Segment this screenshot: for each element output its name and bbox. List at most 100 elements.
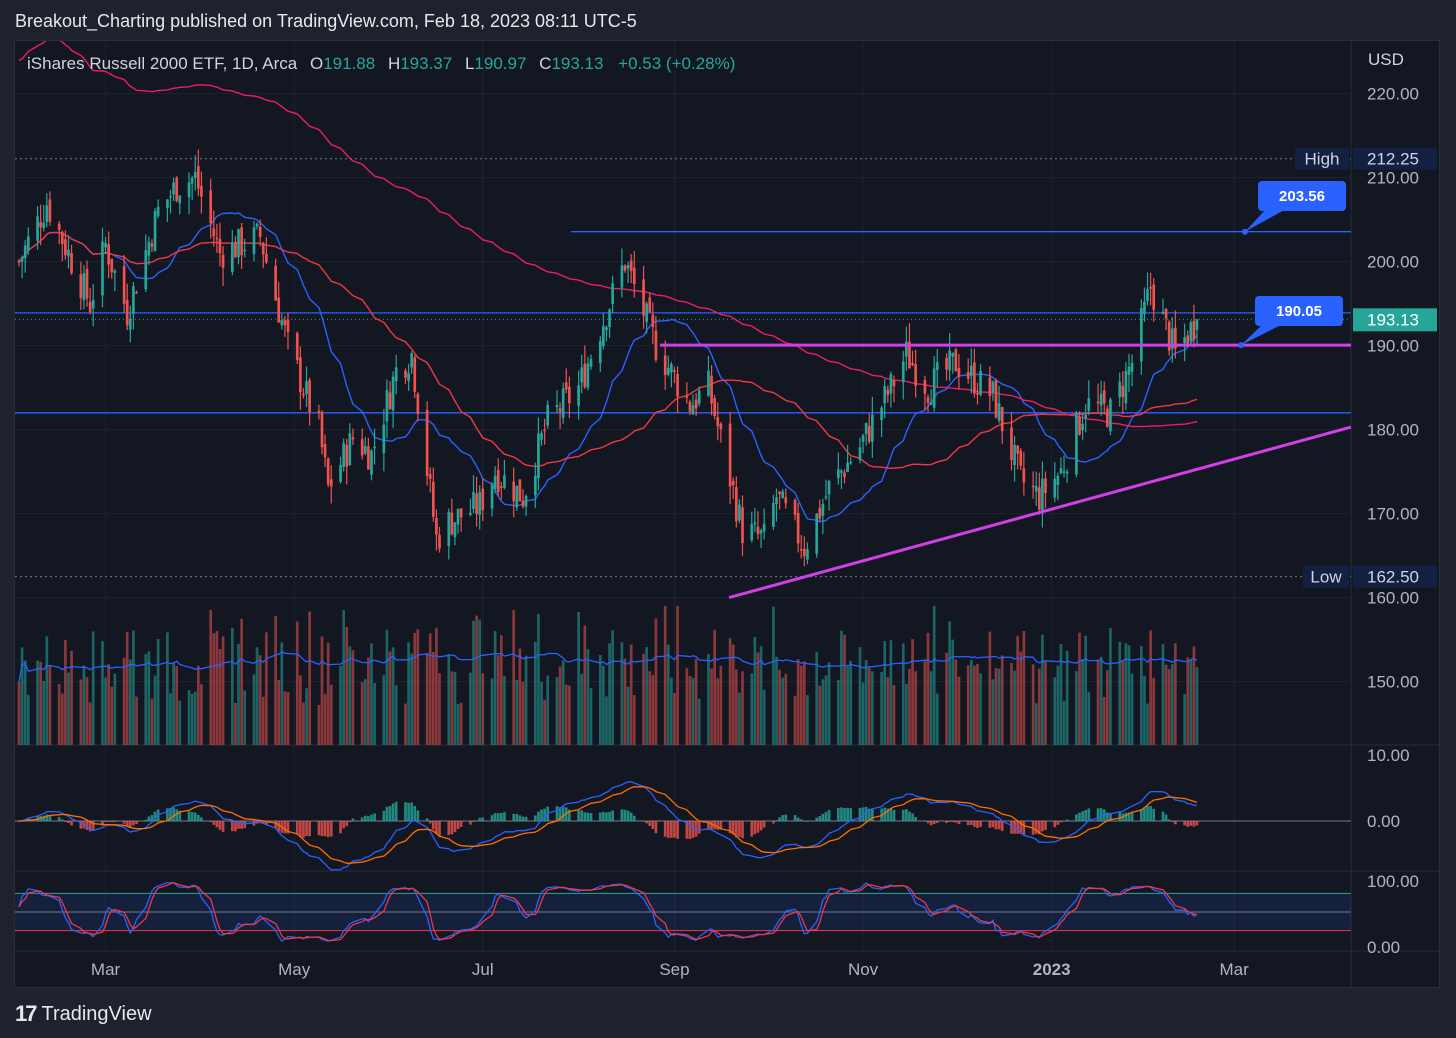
volume-bar <box>113 673 117 745</box>
candle-body <box>295 333 299 361</box>
candle-body <box>602 326 605 347</box>
macd-histogram-bar <box>187 811 191 821</box>
volume-bar <box>534 641 537 745</box>
chart-svg[interactable]: 203.56 190.05 10.00 0.00 100.00 0.00 USD 220… <box>15 38 1439 987</box>
macd-histogram-bar <box>1118 812 1122 821</box>
volume-bar <box>323 693 327 745</box>
candle-body <box>620 265 624 288</box>
macd-histogram-bar <box>503 812 506 821</box>
candle-body <box>1121 385 1125 397</box>
volume-bar <box>1081 659 1084 745</box>
callout-label: 203.56 <box>1279 188 1325 205</box>
candle-body <box>317 410 321 414</box>
candle-body <box>932 368 936 408</box>
volume-bar <box>583 625 587 745</box>
time-tick-label: Mar <box>91 960 121 979</box>
tradingview-footer[interactable]: 17 TradingView <box>15 1001 152 1027</box>
macd-histogram-bar <box>1037 821 1041 835</box>
volume-bar <box>932 605 936 745</box>
macd-histogram-bar <box>428 821 432 824</box>
candle-body <box>793 500 797 515</box>
volume-bar <box>274 615 277 745</box>
candle-body <box>1031 485 1035 488</box>
volume-bar <box>626 686 630 745</box>
candle-body <box>360 439 364 456</box>
macd-histogram-bar <box>778 817 781 821</box>
volume-bar <box>734 669 738 745</box>
candle-body <box>846 462 849 473</box>
candle-body <box>923 380 927 394</box>
candle-body <box>166 199 169 208</box>
volume-bar <box>85 677 89 745</box>
candle-body <box>663 355 667 376</box>
price-tick-label: 160.00 <box>1367 589 1419 608</box>
macd-histogram-bar <box>666 821 670 838</box>
macd-histogram-bar <box>577 810 580 821</box>
macd-histogram-bar <box>1189 821 1193 826</box>
candle-body <box>756 526 760 535</box>
volume-bar <box>286 692 290 745</box>
volume-bar <box>91 631 95 745</box>
macd-signal-line <box>18 786 1198 864</box>
candle-body <box>39 222 42 228</box>
volume-bar <box>957 676 961 745</box>
chart-frame[interactable]: 203.56 190.05 10.00 0.00 100.00 0.00 USD 220… <box>14 38 1440 988</box>
volume-bar <box>1044 661 1047 745</box>
volume-bar <box>20 647 24 745</box>
volume-bar <box>1056 665 1060 745</box>
volume-bar <box>48 665 52 745</box>
candle-body <box>323 444 327 458</box>
time-axis[interactable]: Mar May Jul Sep Nov 2023 Mar <box>91 960 1249 979</box>
volume-bar <box>935 693 939 745</box>
macd-histogram-bar <box>1065 819 1069 821</box>
volume-bar <box>518 648 522 745</box>
volume-bar <box>425 653 429 745</box>
macd-histogram-bar <box>475 820 478 822</box>
extreme-value-bg <box>1353 147 1437 170</box>
volume-bar <box>308 611 311 745</box>
volume-bar <box>360 681 364 745</box>
volume-bar <box>351 650 355 745</box>
macd-histogram-bar <box>345 821 349 827</box>
price-axis[interactable]: USD 220.00 210.00 200.00 190.00 180.00 170.00 1… <box>1295 50 1437 692</box>
macd-histogram-bar <box>125 821 129 827</box>
trendlines[interactable]: 203.56 190.05 <box>660 181 1352 600</box>
macd-histogram-bar <box>237 821 240 829</box>
macd-histogram-bar <box>410 802 413 821</box>
legend-high: 193.37 <box>400 54 452 73</box>
macd-histogram-bar <box>580 810 584 821</box>
candle-body <box>404 370 407 378</box>
macd-histogram-bar <box>1192 821 1196 827</box>
candle-body <box>648 297 652 312</box>
candle-body <box>759 530 763 534</box>
volume-bar <box>1124 643 1128 745</box>
macd-histogram-bar <box>598 812 602 821</box>
candle-body <box>156 206 160 217</box>
macd-histogram-bar <box>1099 808 1103 821</box>
candle-body <box>144 250 148 290</box>
volume-bar <box>1174 643 1177 745</box>
volume-bar <box>407 642 410 745</box>
volume-bar <box>632 695 636 745</box>
macd-histogram-bar <box>901 809 905 821</box>
macd-histogram-bar <box>175 809 179 821</box>
candle-body <box>240 227 243 256</box>
macd-histogram-bar <box>178 810 182 821</box>
macd-histogram-bar <box>67 821 70 824</box>
volume-bar <box>926 632 930 745</box>
macd-histogram-bar <box>360 817 364 821</box>
volume-bar <box>243 690 247 745</box>
volume-ma-line <box>18 651 1198 682</box>
candle-body <box>512 481 516 502</box>
volume-bar <box>598 655 602 745</box>
macd-histogram-bar <box>719 821 723 830</box>
candle-body <box>1174 327 1177 349</box>
macd-histogram-bar <box>469 821 472 825</box>
macd-histogram-bar <box>342 821 345 829</box>
volume-bar <box>796 659 800 745</box>
macd-histogram-bar <box>1016 821 1020 834</box>
volume-bar <box>867 667 871 745</box>
candle-body <box>231 242 234 273</box>
macd-histogram-bar <box>478 817 482 821</box>
macd-histogram-bar <box>1041 821 1044 832</box>
